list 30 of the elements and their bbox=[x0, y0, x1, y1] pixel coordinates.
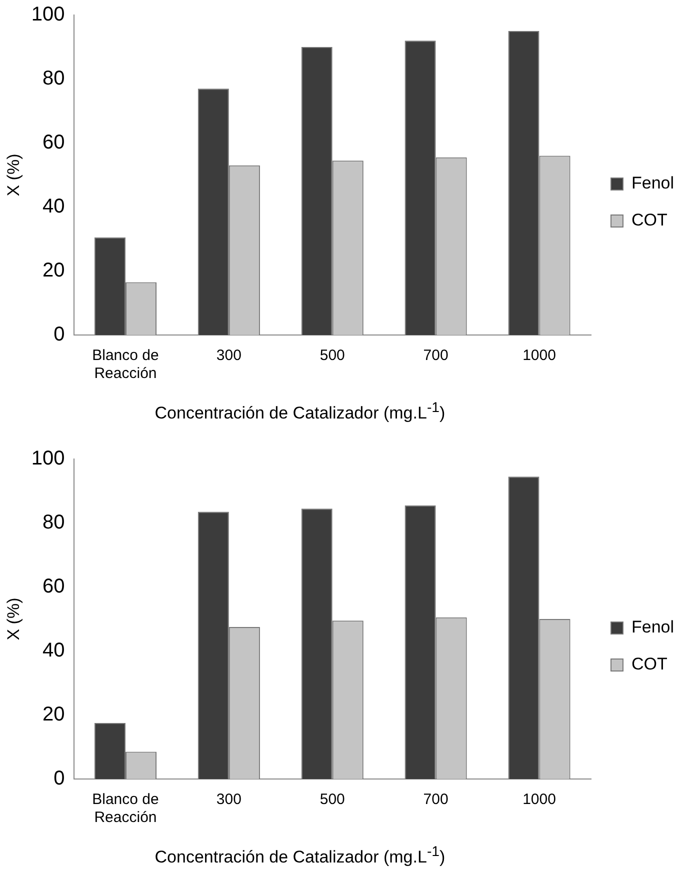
x-tick-label: 700 bbox=[423, 347, 448, 364]
y-tick-label: 0 bbox=[54, 324, 65, 346]
y-axis-title: X (%) bbox=[4, 154, 23, 196]
y-tick-label: 20 bbox=[42, 704, 65, 726]
x-tick-label: 500 bbox=[320, 791, 345, 808]
y-tick-label: 0 bbox=[54, 768, 65, 790]
y-tick-label: 80 bbox=[42, 68, 65, 90]
x-tick-label: 1000 bbox=[522, 791, 556, 808]
y-tick-label: 60 bbox=[42, 132, 65, 154]
y-tick-label: 100 bbox=[31, 448, 65, 470]
x-axis-title: Concentración de Catalizador (mg.L$^{-1}$) bbox=[154, 844, 446, 868]
y-tick-label: 60 bbox=[42, 576, 65, 598]
y-axis-title: X (%) bbox=[4, 598, 23, 640]
x-tick-label: Blanco de Reacción bbox=[92, 347, 159, 382]
x-tick-label: Blanco de Reacción bbox=[92, 791, 159, 826]
y-tick-label: 100 bbox=[31, 4, 65, 26]
x-tick-label: 300 bbox=[216, 791, 242, 808]
x-tick-label: 500 bbox=[320, 347, 345, 364]
y-tick-label: 80 bbox=[42, 512, 65, 534]
y-tick-label: 20 bbox=[42, 260, 65, 282]
y-tick-label: 40 bbox=[42, 196, 65, 218]
x-tick-label: 700 bbox=[423, 791, 448, 808]
x-tick-label: 300 bbox=[216, 347, 242, 364]
legend-label: Fenol bbox=[631, 174, 674, 193]
y-tick-label: 40 bbox=[42, 640, 65, 662]
legend-label: COT bbox=[631, 654, 668, 674]
x-axis-title: Concentración de Catalizador (mg.L$^{-1}$) bbox=[154, 400, 446, 424]
legend-label: COT bbox=[631, 210, 668, 230]
legend-label: Fenol bbox=[631, 618, 674, 637]
x-tick-label: 1000 bbox=[522, 347, 556, 364]
